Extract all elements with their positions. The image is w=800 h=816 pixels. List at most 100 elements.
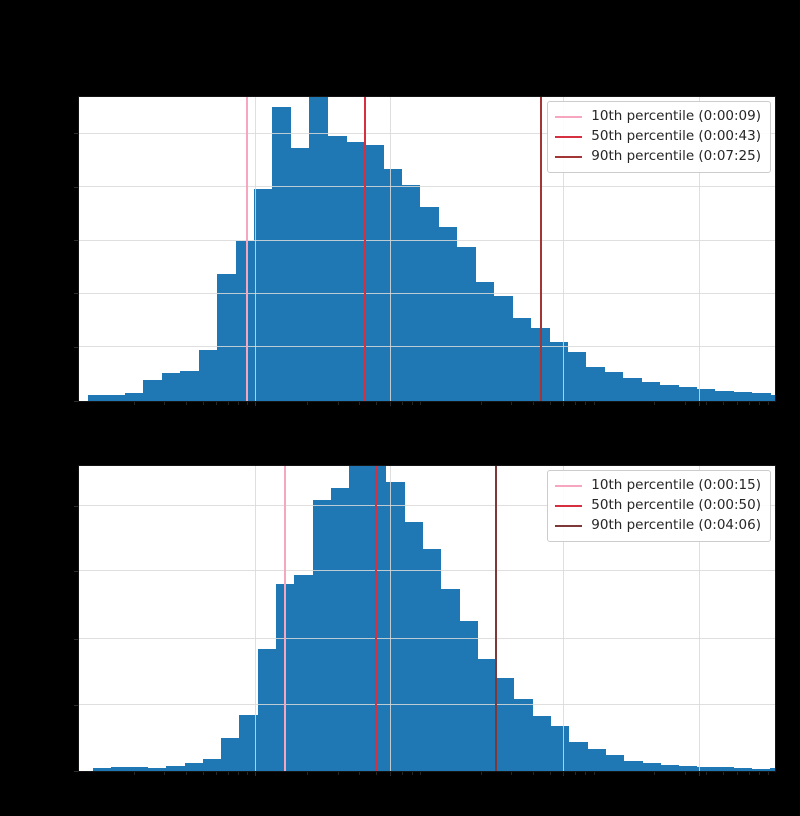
x-minor-tick — [227, 402, 229, 405]
x-minor-tick — [185, 402, 187, 405]
histogram-bar — [93, 768, 112, 771]
x-minor-tick — [511, 772, 513, 775]
x-minor-tick — [411, 402, 413, 405]
x-minor-tick — [737, 772, 738, 775]
x-minor-tick — [411, 772, 413, 775]
histogram-bar — [198, 350, 218, 401]
y-major-tick — [74, 570, 78, 572]
x-minor-tick — [706, 772, 708, 775]
histogram-bar — [161, 373, 181, 401]
histogram-bar — [623, 761, 643, 771]
percentile-line — [245, 97, 248, 401]
histogram-bar — [239, 715, 259, 771]
histogram-bar — [622, 378, 642, 401]
y-gridline — [79, 186, 775, 188]
y-gridline — [79, 132, 775, 134]
histogram-bar — [180, 371, 200, 401]
histogram-bar — [477, 659, 497, 771]
histogram-bar — [383, 169, 402, 401]
x-gridline — [254, 97, 256, 401]
x-gridline — [389, 466, 391, 771]
legend-line-swatch — [555, 135, 583, 138]
histogram-bar — [235, 241, 255, 401]
x-minor-tick — [563, 402, 565, 405]
legend-line-swatch — [555, 115, 583, 118]
x-minor-tick — [748, 402, 750, 405]
x-gridline — [254, 466, 256, 771]
x-gridline — [563, 466, 565, 771]
x-minor-tick — [737, 402, 738, 405]
percentile-line — [495, 466, 498, 771]
histogram-bar — [678, 766, 698, 771]
histogram-bar — [312, 500, 332, 771]
histogram-bar — [422, 549, 442, 771]
x-minor-tick — [376, 402, 378, 405]
histogram-bar — [549, 342, 568, 401]
histogram-bar — [221, 738, 240, 771]
x-minor-tick — [238, 402, 240, 405]
histogram-bar — [202, 759, 222, 771]
x-major-tick — [698, 772, 700, 776]
x-minor-tick — [420, 402, 422, 405]
histogram-bar — [715, 391, 734, 401]
bars-layer — [79, 466, 775, 771]
y-major-tick — [74, 704, 78, 706]
histogram-bar — [257, 649, 277, 771]
legend-entry: 50th percentile (0:00:43) — [555, 128, 761, 145]
histogram-bar — [587, 749, 606, 771]
x-minor-tick — [594, 402, 595, 405]
x-minor-tick — [246, 402, 248, 405]
histogram-bar — [605, 755, 625, 771]
histogram-bar — [512, 318, 532, 401]
grid-layer — [79, 97, 775, 401]
percentile-line — [539, 97, 542, 401]
x-minor-tick — [480, 402, 482, 405]
x-minor-tick — [133, 772, 135, 775]
legend-line-swatch — [555, 524, 583, 527]
percentile-line — [375, 466, 378, 771]
legend-label: 50th percentile (0:00:43) — [591, 128, 761, 144]
y-major-tick — [74, 186, 78, 188]
histogram-bar — [404, 522, 423, 771]
histogram-bar — [294, 575, 314, 771]
x-gridline — [698, 97, 700, 401]
histogram-bar — [641, 382, 661, 401]
x-minor-tick — [532, 402, 534, 405]
histogram-bar — [715, 767, 735, 771]
histogram-bar — [567, 352, 587, 401]
x-minor-tick — [549, 402, 551, 405]
x-minor-tick — [359, 402, 361, 405]
y-gridline — [79, 239, 775, 241]
x-minor-tick — [767, 772, 769, 775]
histogram-bar — [550, 726, 570, 771]
top-histogram-plot: 10th percentile (0:00:09) 50th percentile… — [74, 96, 776, 406]
x-gridline — [698, 466, 700, 771]
x-minor-tick — [376, 772, 378, 775]
y-major-tick — [74, 770, 78, 772]
y-gridline — [79, 638, 775, 639]
x-gridline — [389, 97, 391, 401]
x-minor-tick — [389, 402, 391, 405]
legend-label: 90th percentile (0:04:06) — [591, 517, 761, 533]
histogram-bar — [88, 395, 107, 401]
histogram-bar — [532, 716, 552, 771]
histogram-bar — [733, 392, 753, 401]
histogram-bar — [696, 767, 716, 771]
x-major-tick — [254, 772, 256, 776]
histogram-bar — [604, 372, 624, 401]
percentile-lines-layer — [79, 466, 775, 771]
histogram-bar — [330, 488, 350, 771]
x-minor-tick — [216, 402, 218, 405]
y-gridline — [79, 570, 775, 572]
histogram-bar — [309, 97, 329, 401]
x-minor-tick — [307, 772, 309, 775]
x-minor-tick — [585, 402, 587, 405]
x-minor-tick — [216, 772, 218, 775]
legend-entry: 10th percentile (0:00:09) — [555, 108, 761, 125]
x-minor-tick — [202, 402, 204, 405]
legend-line-swatch — [555, 155, 583, 158]
x-minor-tick — [585, 772, 587, 775]
legend-entry: 90th percentile (0:04:06) — [555, 517, 761, 534]
x-major-tick — [254, 402, 256, 406]
y-major-tick — [74, 638, 78, 640]
